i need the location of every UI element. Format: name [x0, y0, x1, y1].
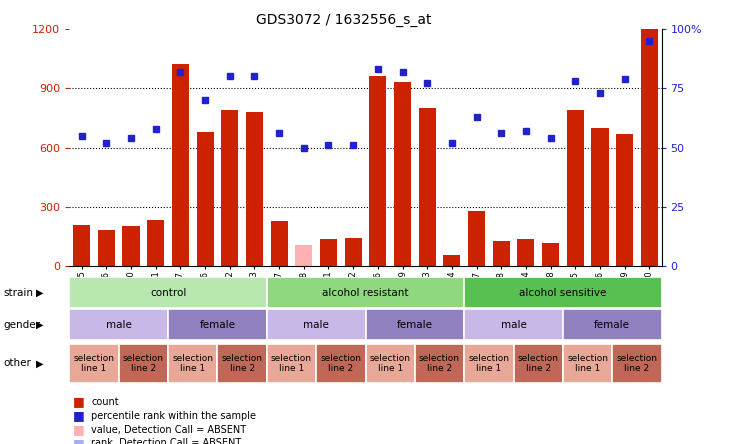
Bar	[295, 245, 312, 266]
Text: GDS3072 / 1632556_s_at: GDS3072 / 1632556_s_at	[256, 13, 431, 28]
Text: male: male	[303, 320, 329, 329]
Bar	[73, 225, 91, 266]
Text: female: female	[200, 320, 235, 329]
Text: strain: strain	[4, 288, 34, 297]
Bar	[246, 112, 263, 266]
Text: selection
line 1: selection line 1	[173, 354, 213, 373]
Text: ■: ■	[73, 409, 85, 423]
Text: selection
line 1: selection line 1	[567, 354, 608, 373]
Bar	[320, 239, 337, 266]
Bar	[366, 344, 415, 383]
Text: gender: gender	[4, 320, 41, 329]
Text: percentile rank within the sample: percentile rank within the sample	[91, 411, 257, 421]
Text: control: control	[150, 288, 186, 297]
Bar	[147, 220, 164, 266]
Text: value, Detection Call = ABSENT: value, Detection Call = ABSENT	[91, 425, 246, 435]
Bar	[591, 128, 608, 266]
Bar	[168, 309, 267, 340]
Text: selection
line 2: selection line 2	[518, 354, 558, 373]
Bar	[468, 211, 485, 266]
Text: selection
line 2: selection line 2	[221, 354, 262, 373]
Text: male: male	[106, 320, 132, 329]
Bar	[168, 344, 218, 383]
Text: ▶: ▶	[37, 358, 44, 369]
Bar	[172, 64, 189, 266]
Text: other: other	[4, 358, 31, 369]
Bar	[563, 344, 612, 383]
Bar	[640, 29, 658, 266]
Bar	[369, 76, 387, 266]
Text: ■: ■	[73, 395, 85, 408]
Bar	[218, 344, 267, 383]
Bar	[317, 344, 366, 383]
Text: female: female	[594, 320, 630, 329]
Text: ■: ■	[73, 423, 85, 436]
Bar	[69, 277, 267, 308]
Bar	[69, 309, 168, 340]
Bar	[394, 82, 411, 266]
Text: rank, Detection Call = ABSENT: rank, Detection Call = ABSENT	[91, 438, 242, 444]
Bar	[513, 344, 563, 383]
Bar	[119, 344, 168, 383]
Text: alcohol sensitive: alcohol sensitive	[519, 288, 607, 297]
Bar	[267, 309, 366, 340]
Text: alcohol resistant: alcohol resistant	[322, 288, 409, 297]
Bar	[419, 108, 436, 266]
Bar	[567, 110, 584, 266]
Bar	[69, 344, 119, 383]
Text: ▶: ▶	[37, 320, 44, 329]
Text: selection
line 2: selection line 2	[320, 354, 361, 373]
Text: ■: ■	[73, 436, 85, 444]
Text: ▶: ▶	[37, 288, 44, 297]
Text: selection
line 1: selection line 1	[271, 354, 312, 373]
Text: selection
line 2: selection line 2	[419, 354, 460, 373]
Bar	[344, 238, 362, 266]
Bar	[197, 132, 213, 266]
Bar	[267, 344, 317, 383]
Text: selection
line 1: selection line 1	[370, 354, 411, 373]
Bar	[563, 309, 662, 340]
Text: female: female	[397, 320, 433, 329]
Bar	[221, 110, 238, 266]
Text: selection
line 2: selection line 2	[123, 354, 164, 373]
Bar	[464, 344, 513, 383]
Bar	[542, 242, 559, 266]
Bar	[415, 344, 464, 383]
Text: selection
line 2: selection line 2	[616, 354, 657, 373]
Bar	[464, 309, 563, 340]
Bar	[518, 239, 534, 266]
Bar	[123, 226, 140, 266]
Bar	[464, 277, 662, 308]
Text: selection
line 1: selection line 1	[74, 354, 115, 373]
Bar	[366, 309, 464, 340]
Text: male: male	[501, 320, 526, 329]
Bar	[270, 221, 288, 266]
Bar	[267, 277, 464, 308]
Bar	[612, 344, 662, 383]
Bar	[98, 230, 115, 266]
Bar	[616, 134, 633, 266]
Bar	[493, 241, 510, 266]
Text: count: count	[91, 397, 119, 407]
Text: selection
line 1: selection line 1	[469, 354, 510, 373]
Bar	[443, 254, 461, 266]
